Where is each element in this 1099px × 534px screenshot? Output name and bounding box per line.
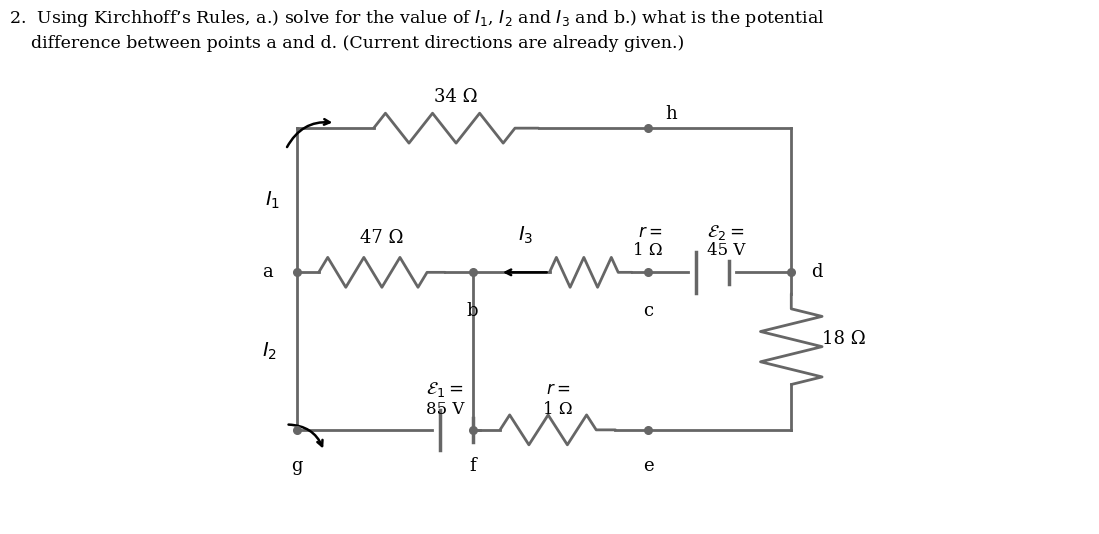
Text: f: f <box>469 457 476 475</box>
Text: e: e <box>643 457 654 475</box>
Text: 18 Ω: 18 Ω <box>822 330 866 348</box>
Text: $\mathcal{E}_1=$: $\mathcal{E}_1=$ <box>426 380 464 399</box>
Text: $r=$: $r=$ <box>545 381 570 398</box>
Text: $\mathcal{E}_2=$: $\mathcal{E}_2=$ <box>707 223 744 242</box>
Text: 85 V: 85 V <box>426 401 464 418</box>
Text: $r=$: $r=$ <box>639 224 663 241</box>
Text: a: a <box>262 263 273 281</box>
Text: $I_2$: $I_2$ <box>262 341 277 362</box>
Text: $I_1$: $I_1$ <box>265 190 280 211</box>
Text: 2.  Using Kirchhoff’s Rules, a.) solve for the value of $I_1$, $I_2$ and $I_3$ a: 2. Using Kirchhoff’s Rules, a.) solve fo… <box>9 8 824 29</box>
Text: 1 Ω: 1 Ω <box>633 242 663 260</box>
Text: 47 Ω: 47 Ω <box>360 229 403 247</box>
Text: $I_3$: $I_3$ <box>518 224 533 246</box>
Text: h: h <box>665 105 677 123</box>
Text: difference between points a and d. (Current directions are already given.): difference between points a and d. (Curr… <box>9 35 684 52</box>
Text: d: d <box>811 263 822 281</box>
Text: c: c <box>643 302 654 320</box>
Text: 45 V: 45 V <box>707 242 745 260</box>
Text: g: g <box>291 457 302 475</box>
Text: b: b <box>467 302 478 320</box>
Text: 1 Ω: 1 Ω <box>543 401 573 418</box>
Text: 34 Ω: 34 Ω <box>434 88 478 106</box>
